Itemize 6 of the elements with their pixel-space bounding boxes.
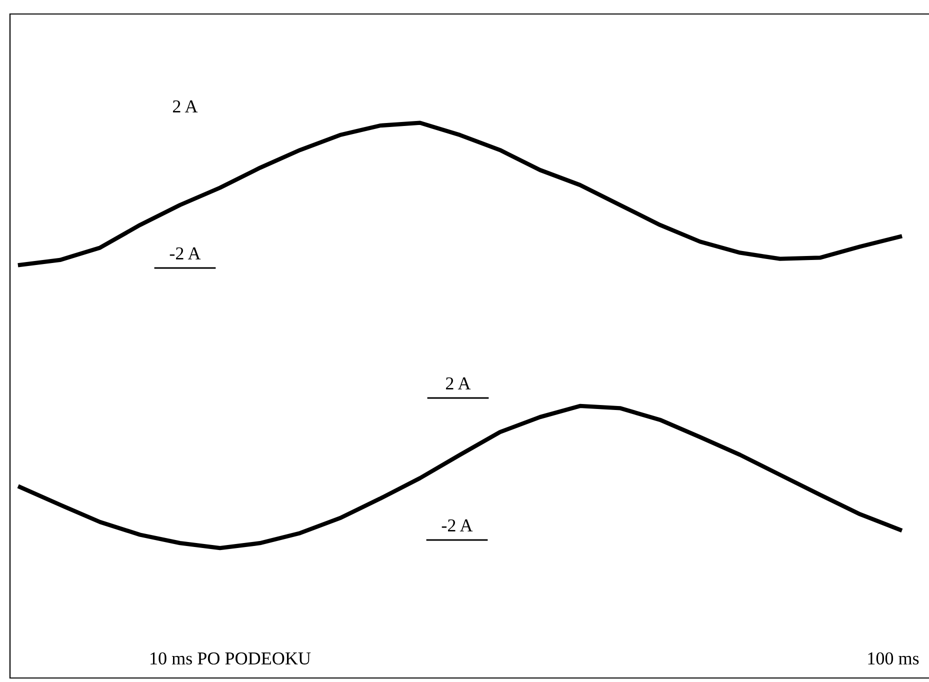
annotation: -2 A: [442, 519, 473, 532]
annotation: 2 A: [446, 377, 471, 390]
annotation: -2 A: [170, 247, 201, 260]
annotation: 10 ms PO PODEOKU: [150, 652, 311, 665]
text: 2 A: [173, 100, 198, 112]
annotation: 100 ms: [868, 652, 919, 665]
